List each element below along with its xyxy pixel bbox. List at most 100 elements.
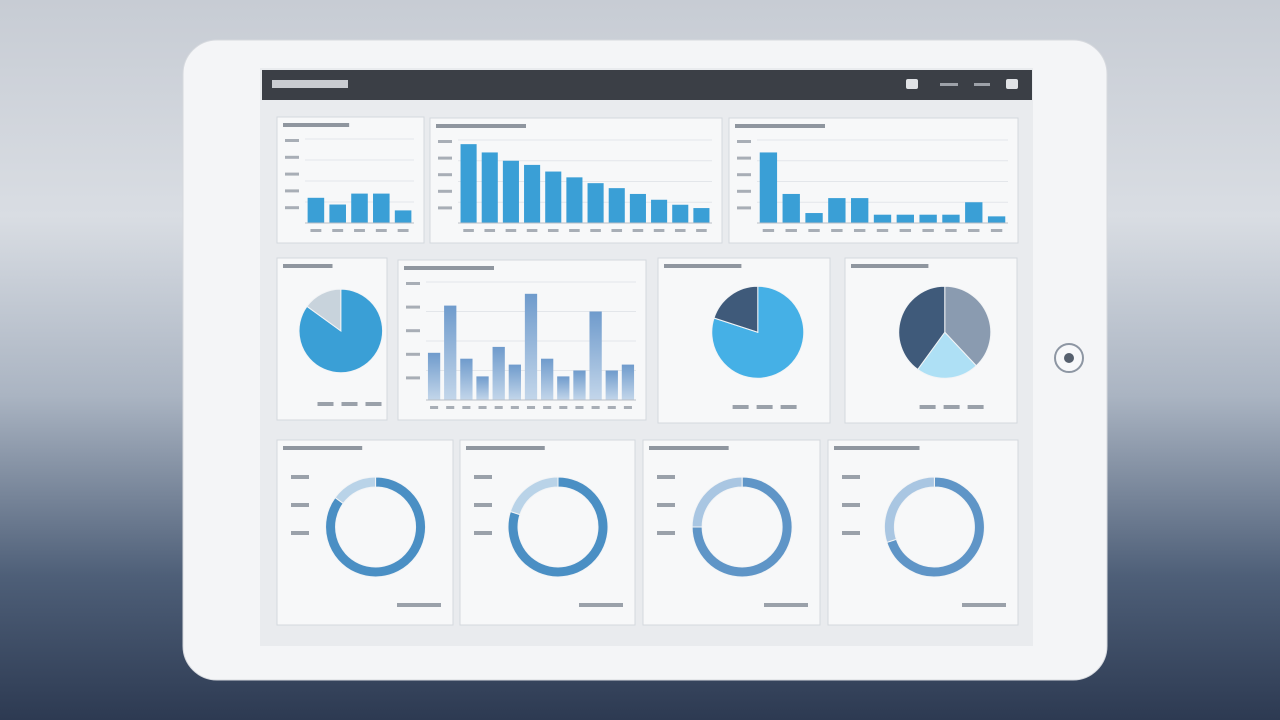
bar	[492, 346, 505, 400]
x-label-placeholder	[623, 406, 632, 409]
axis-label-placeholder	[737, 173, 751, 177]
x-label-placeholder	[899, 229, 912, 232]
panel-title-placeholder	[436, 124, 526, 128]
bar	[621, 364, 635, 400]
legend-placeholder	[732, 405, 749, 409]
bar	[942, 214, 960, 223]
panels	[276, 116, 1019, 626]
legend-placeholder	[579, 603, 623, 607]
legend-placeholder	[291, 475, 309, 479]
axis-label-placeholder	[285, 155, 299, 159]
pie-slice	[306, 288, 342, 332]
x-label-placeholder	[494, 406, 503, 409]
bar	[573, 370, 586, 400]
axis-label-placeholder	[406, 352, 420, 356]
bar	[508, 364, 521, 400]
x-label-placeholder	[607, 406, 616, 409]
bar	[672, 204, 689, 223]
x-label-placeholder	[484, 229, 496, 232]
bar	[651, 199, 668, 223]
legend-placeholder	[341, 402, 358, 406]
x-label-placeholder	[876, 229, 889, 232]
toolbar-icon[interactable]	[1006, 79, 1018, 89]
x-label-placeholder	[569, 229, 580, 232]
axis-label-placeholder	[438, 206, 452, 210]
bar	[351, 193, 368, 223]
x-label-placeholder	[505, 229, 517, 232]
x-label-placeholder	[332, 229, 344, 232]
x-label-placeholder	[310, 229, 322, 232]
x-label-placeholder	[611, 229, 623, 232]
panel-title-placeholder	[283, 264, 333, 268]
bar	[524, 164, 541, 223]
x-label-placeholder	[510, 406, 519, 409]
bar	[987, 216, 1006, 223]
x-label-placeholder	[430, 406, 439, 409]
pie-slice	[944, 285, 992, 367]
home-button-dot	[1064, 353, 1074, 363]
legend-placeholder	[474, 503, 492, 507]
toolbar-icon[interactable]	[940, 83, 958, 86]
axis-label-placeholder	[285, 172, 299, 176]
legend-placeholder	[842, 531, 860, 535]
legend-placeholder	[317, 402, 334, 406]
bar	[460, 144, 477, 223]
x-label-placeholder	[575, 406, 584, 409]
donut-segment	[325, 476, 426, 578]
bar	[851, 198, 869, 223]
x-label-placeholder	[591, 406, 600, 409]
donut-segment	[691, 476, 743, 528]
legend-placeholder	[962, 603, 1006, 607]
x-label-placeholder	[526, 406, 536, 409]
legend-placeholder	[943, 405, 960, 409]
bar	[589, 311, 602, 400]
panel-title-placeholder	[664, 264, 742, 268]
bar	[460, 358, 473, 400]
x-label-placeholder	[808, 229, 820, 232]
panel-title-placeholder	[466, 446, 545, 450]
x-label-placeholder	[853, 229, 866, 232]
x-label-placeholder	[543, 406, 552, 409]
bar	[427, 352, 441, 400]
x-label-placeholder	[590, 229, 601, 232]
bar	[587, 183, 604, 223]
bar	[329, 204, 346, 223]
legend-placeholder	[397, 603, 441, 607]
axis-label-placeholder	[406, 282, 420, 285]
x-label-placeholder	[547, 229, 559, 232]
legend-placeholder	[474, 475, 492, 479]
toolbar-icon[interactable]	[974, 83, 990, 86]
axis-label-placeholder	[285, 206, 299, 210]
donut-segment	[509, 476, 559, 516]
bar	[481, 152, 498, 223]
bar	[557, 376, 570, 400]
bar	[965, 202, 983, 223]
x-label-placeholder	[526, 229, 538, 232]
bar	[782, 193, 800, 223]
x-label-placeholder	[354, 229, 365, 232]
x-label-placeholder	[632, 229, 644, 232]
axis-label-placeholder	[285, 189, 299, 193]
x-label-placeholder	[478, 406, 487, 409]
axis-label-placeholder	[438, 140, 452, 143]
panel-title-placeholder	[735, 124, 825, 128]
toolbar-icon[interactable]	[906, 79, 918, 89]
x-label-placeholder	[653, 229, 665, 232]
x-label-placeholder	[785, 229, 797, 232]
x-label-placeholder	[446, 406, 455, 409]
x-label-placeholder	[463, 229, 474, 232]
bar	[541, 358, 554, 400]
bar	[373, 193, 390, 223]
legend-placeholder	[919, 405, 936, 409]
bar	[896, 214, 914, 223]
bar	[693, 208, 710, 223]
legend-placeholder	[842, 503, 860, 507]
legend-placeholder	[842, 475, 860, 479]
x-label-placeholder	[990, 229, 1003, 232]
bar	[605, 370, 618, 400]
axis-label-placeholder	[406, 329, 420, 333]
bar	[394, 210, 412, 223]
x-label-placeholder	[462, 406, 471, 409]
pie-slice	[898, 285, 946, 371]
